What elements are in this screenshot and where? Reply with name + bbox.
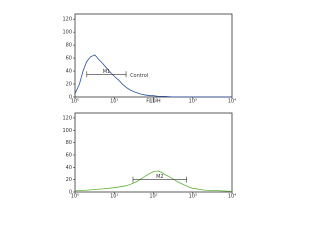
y-tick-label: 20: [66, 82, 72, 88]
x-tick-label: 10⁰: [71, 99, 79, 105]
x-tick-label: 10²: [149, 99, 157, 105]
y-tick-label: 40: [66, 165, 72, 171]
x-tick-label: 10³: [189, 99, 197, 105]
plot-frame: [74, 13, 233, 98]
chart: 0 20 40 60 80 100 120 10⁰ 10¹ 10² 10³ 10⁴ FL1-H M1 Con…: [62, 13, 236, 200]
x-tick-label: 10¹: [110, 99, 118, 105]
histogram-line: [74, 170, 233, 192]
x-tick-label: 10⁴: [228, 194, 236, 200]
y-tick-label: 120: [62, 17, 72, 23]
y-tick-label: 60: [66, 152, 72, 158]
x-axis-label: FL1-H: [146, 99, 161, 105]
x-tick-label: 10⁰: [71, 194, 79, 200]
y-tick-label: 100: [62, 30, 72, 36]
x-tick-label: 10¹: [110, 194, 118, 200]
x-tick-label: 10²: [149, 194, 157, 200]
y-tick-label: 60: [66, 56, 72, 62]
histogram-line: [74, 54, 232, 98]
y-tick-label: 80: [66, 43, 72, 49]
y-tick-label: 120: [62, 115, 72, 121]
y-tick-label: 100: [62, 128, 72, 134]
y-tick-label: 0: [69, 190, 72, 196]
annotation: Control: [130, 73, 148, 79]
y-tick-label: 0: [69, 95, 72, 101]
y-tick-label: 20: [66, 177, 72, 183]
x-tick-label: 10⁴: [228, 99, 236, 105]
gate-label: M2: [156, 174, 164, 180]
x-tick-label: 10³: [189, 194, 197, 200]
y-tick-label: 40: [66, 69, 72, 75]
y-tick-label: 80: [66, 140, 72, 146]
plot-frame: [74, 112, 233, 193]
gate-label: M1: [103, 69, 111, 75]
